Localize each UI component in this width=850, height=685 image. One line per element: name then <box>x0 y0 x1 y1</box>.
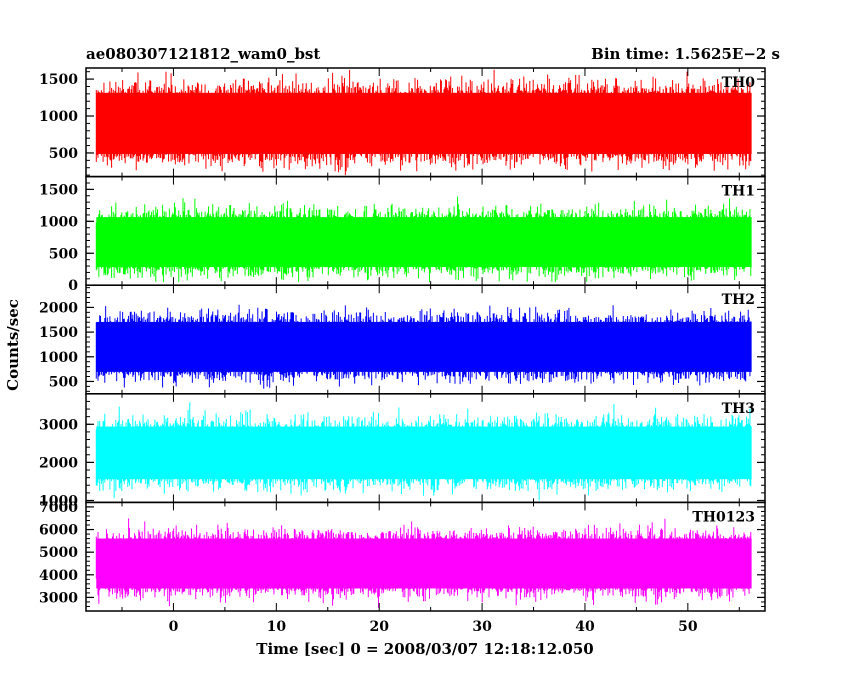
series-line-th2 <box>95 304 752 389</box>
y-tick-label: 2000 <box>39 300 78 316</box>
y-tick-label: 0 <box>68 278 78 294</box>
series-line-th1 <box>95 196 752 282</box>
y-tick-label: 5000 <box>39 545 78 561</box>
y-tick-label: 1500 <box>39 182 78 198</box>
y-tick-label: 500 <box>49 146 78 162</box>
y-tick-label: 1000 <box>39 214 78 230</box>
chart-title-right: Bin time: 1.5625E−2 s <box>591 45 780 63</box>
x-axis-label: Time [sec] 0 = 2008/03/07 12:18:12.050 <box>256 640 593 658</box>
y-tick-label: 1500 <box>39 72 78 88</box>
y-tick-label: 3000 <box>39 590 78 606</box>
x-tick-label: 30 <box>472 619 492 635</box>
x-tick-label: 40 <box>575 619 595 635</box>
x-tick-label: 20 <box>369 619 389 635</box>
panel-label: TH1 <box>722 184 755 200</box>
y-tick-label: 1500 <box>39 325 78 341</box>
y-tick-label: 1000 <box>39 109 78 125</box>
x-tick-label: 10 <box>267 619 287 635</box>
y-tick-label: 1000 <box>39 350 78 366</box>
panel-th0: 500 1000 1500 TH0 <box>39 67 766 178</box>
y-tick-label: 500 <box>49 374 78 390</box>
y-tick-label: 4000 <box>39 568 78 584</box>
panel-th3: 1000 2000 3000 TH3 <box>39 393 766 509</box>
y-tick-label: 1000 <box>39 493 78 509</box>
y-tick-label: 7000 <box>39 500 78 516</box>
y-tick-label: 6000 <box>39 523 78 539</box>
panel-label: TH3 <box>722 401 755 417</box>
panel-label: TH0 <box>722 75 756 91</box>
panel-th0123: 3000 4000 5000 6000 7000 TH0123 <box>39 500 766 612</box>
panel-th2: 500 1000 1500 2000 TH2 <box>39 284 766 395</box>
chart-title-left: ae080307121812_wam0_bst <box>86 45 320 63</box>
series-line-th3 <box>95 402 752 501</box>
y-tick-label: 2000 <box>39 455 78 471</box>
panel-label: TH2 <box>722 292 755 308</box>
panel-th1: 0 500 1000 1500 TH1 <box>39 175 766 294</box>
y-tick-label: 500 <box>49 246 78 262</box>
panel-label: TH0123 <box>692 509 755 525</box>
x-tick-label: 50 <box>678 619 698 635</box>
series-line-th0 <box>95 69 752 176</box>
y-axis-label: Counts/sec <box>4 299 22 391</box>
series-line-th0123 <box>95 518 752 608</box>
x-tick-label: 0 <box>169 619 179 635</box>
y-tick-label: 3000 <box>39 417 78 433</box>
